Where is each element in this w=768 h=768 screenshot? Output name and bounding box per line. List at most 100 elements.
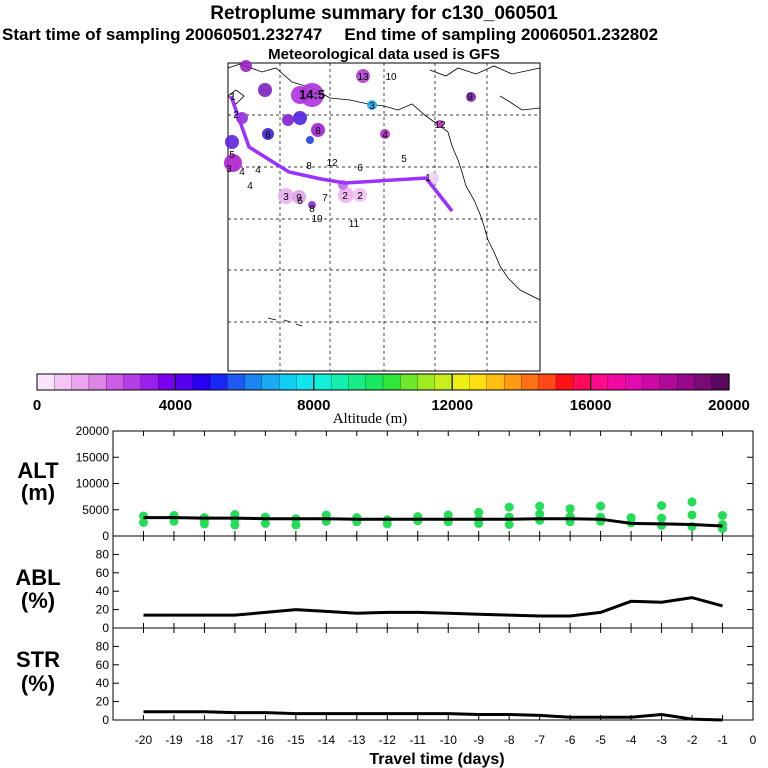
map-number-label: 3 (283, 192, 289, 203)
map-frame (227, 62, 541, 372)
y-tick-label: 40 (96, 676, 110, 690)
y-tick-label: 0 (102, 529, 109, 543)
colorbar-cell (659, 373, 678, 391)
map-number-label: 6 (297, 196, 303, 207)
alt-point (657, 513, 667, 523)
alt-point (474, 518, 484, 528)
alt-point (535, 509, 545, 519)
alt-point (504, 502, 514, 512)
y-tick-label: 60 (96, 566, 110, 580)
plume-cluster-marker (353, 188, 367, 202)
map-number-label: 6 (357, 163, 363, 174)
colorbar-cells (36, 373, 730, 391)
altitude-colorbar: 0 4000 8000 12000 16000 20000 Altitude (m) (33, 373, 750, 427)
y-tick-label: 80 (96, 547, 110, 561)
alt-point (535, 515, 545, 525)
alt-point (718, 511, 727, 520)
colorbar-tick-label: 4000 (159, 397, 192, 414)
start-time-label: Start time of sampling 20060501.232747 (2, 25, 323, 44)
end-time-label: End time of sampling 20060501.232802 (344, 25, 659, 44)
alt-point (382, 519, 392, 529)
x-tick-label: -2 (687, 733, 698, 747)
y-tick-label: 20000 (76, 424, 110, 438)
abl-line (143, 596, 723, 618)
colorbar-cell (400, 373, 419, 391)
colorbar-cell (71, 373, 90, 391)
plume-cluster-marker (224, 154, 242, 172)
x-tick-label: -20 (135, 733, 153, 747)
map-number-label: 12 (434, 120, 446, 131)
str-line (143, 710, 723, 722)
alt-panel-label: ALT (17, 458, 59, 483)
map-number-label: 1 (425, 173, 431, 184)
map-number-label: 8 (306, 161, 312, 172)
colorbar-cell (88, 373, 107, 391)
plume-cluster-marker (258, 83, 272, 97)
map-number-label: 5 (401, 154, 407, 165)
colorbar-tick-label: 12000 (431, 397, 473, 414)
colorbar-cell (36, 373, 55, 391)
colorbar-cell (140, 373, 159, 391)
colorbar-cell (642, 373, 661, 391)
x-tick-label: -1 (717, 733, 728, 747)
chart-title: Retroplume summary for c130_060501 (210, 3, 558, 24)
colorbar-cell (348, 373, 367, 391)
y-tick-label: 60 (96, 658, 110, 672)
map-number-label: 2 (233, 110, 239, 121)
map-number-label: 3 (226, 164, 232, 175)
colorbar-cell (711, 373, 730, 391)
map-number-label: 14:5 (299, 87, 325, 102)
y-tick-label: 0 (102, 713, 109, 727)
x-tick-label: -15 (287, 733, 305, 747)
map-number-label: 9 (296, 193, 302, 204)
colorbar-cell (486, 373, 505, 391)
colorbar-cell (417, 373, 436, 391)
colorbar-cell (296, 373, 315, 391)
x-tick-label: -11 (410, 733, 427, 747)
map-number-label: 4 (382, 130, 388, 141)
map-grid (228, 63, 540, 371)
colorbar-cell (365, 373, 384, 391)
x-tick-label: -12 (379, 733, 397, 747)
colorbar-cell (555, 373, 574, 391)
colorbar-cell (261, 373, 280, 391)
colorbar-ticks: 0 4000 8000 12000 16000 20000 (33, 374, 750, 414)
plume-cluster-marker (311, 123, 325, 137)
map-number-label: 13 (357, 72, 369, 83)
plume-cluster-marker (278, 188, 294, 204)
alt-panel-unit: (m) (21, 480, 55, 505)
y-tick-label: 20 (96, 603, 110, 617)
colorbar-cell (244, 373, 263, 391)
x-tick-label: -17 (226, 733, 244, 747)
x-tick-label: -8 (504, 733, 515, 747)
x-tick-label: 0 (750, 733, 757, 747)
map-number-label: 8 (309, 204, 315, 215)
x-tick-label: -10 (440, 733, 458, 747)
sampling-times: Start time of sampling 20060501.232747 En… (2, 25, 768, 45)
trajectory-line (229, 95, 454, 213)
colorbar-cell (503, 373, 523, 391)
coastline (227, 63, 541, 327)
plume-cluster-marker (308, 201, 316, 209)
alt-point (504, 520, 514, 529)
colorbar-cell (330, 373, 350, 391)
plume-cluster-marker (436, 120, 444, 128)
abl-panel-unit: (%) (21, 588, 55, 613)
plume-cluster-marker (293, 111, 307, 125)
map-number-label: 4 (239, 167, 245, 178)
alt-point (687, 497, 697, 507)
colorbar-cell (106, 373, 125, 391)
map-number-label: 2 (342, 191, 348, 202)
y-tick-label: 20 (96, 695, 110, 709)
x-tick-label: -16 (257, 733, 275, 747)
colorbar-tick-label: 8000 (297, 397, 330, 414)
map-number-label: 11 (349, 219, 360, 230)
map-number-label: 10 (311, 214, 323, 225)
panel-ticks: 0 5000 10000 15000 20000 0 20 40 60 80 0 20 40 60 80 -2… (76, 424, 757, 747)
alt-point (535, 501, 545, 511)
x-tick-label: -9 (473, 733, 484, 747)
colorbar-cell (573, 373, 592, 391)
colorbar-cell (313, 373, 332, 391)
